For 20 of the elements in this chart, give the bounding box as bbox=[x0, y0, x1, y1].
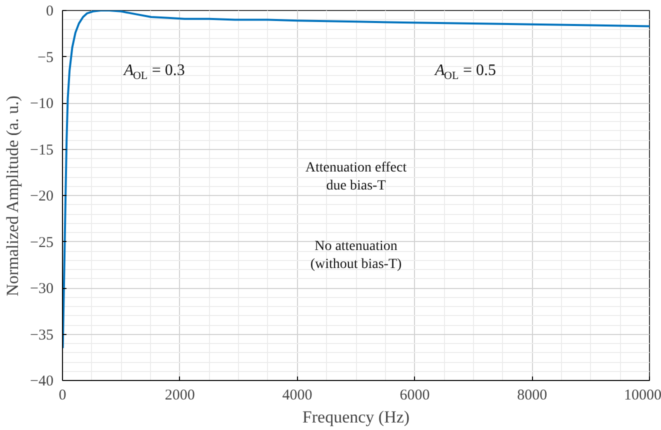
y-tick-label: −25 bbox=[30, 234, 54, 251]
x-tick-label: 6000 bbox=[400, 388, 430, 404]
y-tick-label: −30 bbox=[30, 281, 54, 297]
y-tick-label: −40 bbox=[30, 374, 54, 390]
x-tick-label: 2000 bbox=[164, 388, 195, 404]
x-tick-label: 4000 bbox=[282, 388, 312, 404]
annotation: No attenuation (without bias-T) bbox=[310, 239, 402, 272]
y-tick-label: −35 bbox=[30, 327, 54, 344]
y-axis-title: Normalized Amplitude (a. u.) bbox=[3, 96, 22, 296]
y-tick-label: −20 bbox=[30, 188, 54, 204]
x-tick-label: 10000 bbox=[624, 388, 661, 404]
x-tick-label: 0 bbox=[58, 388, 66, 404]
annotation: Attenuation effect due bias-T bbox=[305, 160, 407, 194]
x-axis-title: Frequency (Hz) bbox=[302, 408, 410, 426]
y-tick-label: −15 bbox=[30, 142, 54, 158]
y-tick-label: 0 bbox=[46, 4, 54, 20]
y-tick-label: −5 bbox=[38, 50, 54, 66]
line-series bbox=[62, 10, 650, 350]
y-tick-label: −10 bbox=[30, 96, 54, 112]
x-tick-label: 8000 bbox=[517, 388, 548, 404]
